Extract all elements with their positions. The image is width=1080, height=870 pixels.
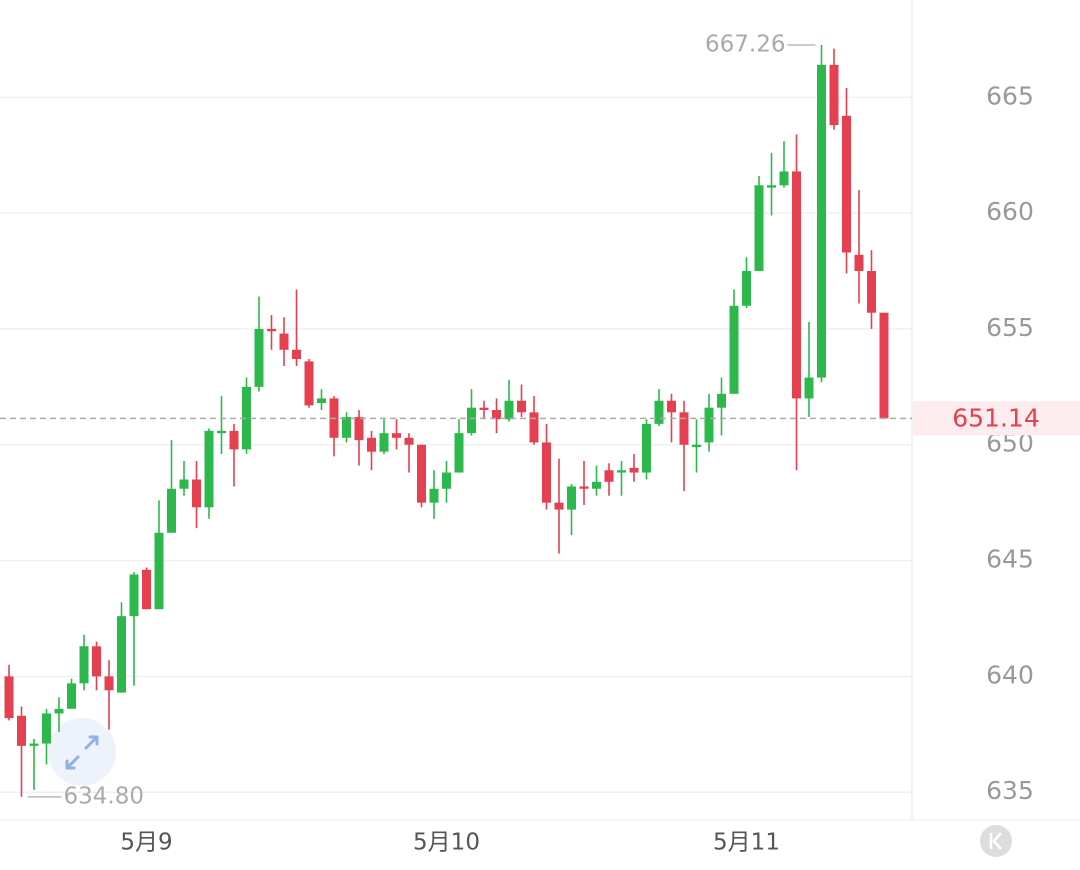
candle-body — [717, 393, 726, 408]
candle-body — [492, 410, 501, 420]
candle-body — [204, 430, 214, 508]
candle-body — [379, 433, 389, 452]
y-tick-label: 635 — [986, 776, 1034, 805]
candle-body — [554, 502, 564, 510]
candle-body — [629, 467, 639, 473]
high-marker-label: 667.26 — [705, 31, 785, 57]
candle-body — [479, 407, 489, 410]
candle-body — [54, 708, 64, 714]
candle-body — [217, 430, 226, 434]
candle-body — [542, 442, 551, 503]
candle-body — [692, 444, 701, 448]
last-price-label: 651.14 — [952, 403, 1039, 432]
collapse-circle[interactable] — [980, 825, 1012, 857]
candle-body — [404, 437, 414, 445]
y-tick-label: 655 — [986, 313, 1034, 342]
candle-body — [67, 683, 76, 709]
candle-body — [517, 400, 526, 413]
collapse-button[interactable] — [980, 825, 1012, 857]
candle-body — [779, 171, 789, 186]
candle-body — [792, 171, 801, 399]
candle-body — [129, 574, 139, 617]
expand-button[interactable] — [48, 718, 116, 786]
candle-body — [354, 416, 364, 441]
x-tick-label: 5月11 — [713, 830, 780, 856]
candle-body — [154, 532, 164, 610]
candle-body — [842, 115, 851, 253]
y-tick-label: 645 — [986, 545, 1034, 574]
candle-body — [742, 271, 751, 306]
candle-body — [392, 433, 401, 438]
y-tick-label: 640 — [986, 660, 1034, 689]
candle-body — [804, 377, 814, 399]
x-tick-label: 5月10 — [413, 830, 480, 856]
candle-body — [454, 433, 464, 473]
candle-body — [679, 412, 689, 445]
candle-body — [442, 472, 451, 489]
candle-body — [17, 715, 26, 746]
candle-body — [579, 486, 589, 489]
candle-body — [367, 437, 376, 452]
candle-body — [342, 416, 351, 438]
candle-body — [267, 328, 276, 332]
y-tick-label: 660 — [986, 197, 1034, 226]
y-tick-label: 665 — [986, 81, 1034, 110]
candle-body — [229, 430, 239, 450]
candle-body — [79, 646, 89, 684]
candle-body — [29, 743, 39, 746]
candle-body — [529, 412, 539, 443]
candle-body — [854, 254, 864, 272]
candle-body — [654, 400, 664, 424]
candle-body — [754, 185, 764, 272]
collapse-icon — [989, 832, 1002, 850]
candle-body — [117, 616, 126, 693]
candle-body — [104, 676, 114, 691]
candle-body — [167, 488, 176, 533]
candle-body — [92, 646, 101, 677]
candle-body — [4, 676, 14, 719]
last-price-box — [913, 401, 1080, 436]
candle-body — [417, 444, 426, 503]
candle-body — [567, 486, 576, 510]
candle-body — [667, 400, 676, 413]
x-tick-label: 5月9 — [120, 830, 172, 856]
candle-body — [829, 64, 839, 126]
expand-circle[interactable] — [48, 718, 116, 786]
candle-body — [867, 271, 876, 313]
candle-body — [254, 328, 264, 387]
candle-body — [729, 305, 739, 394]
candle-body — [279, 333, 289, 350]
candle-body — [304, 361, 314, 406]
candle-body — [192, 479, 201, 508]
candle-body — [704, 407, 714, 443]
low-marker-label: 634.80 — [64, 783, 144, 809]
candle-body — [592, 481, 601, 489]
expand-icon — [65, 735, 99, 770]
candle-body — [617, 470, 626, 473]
candle-body — [604, 470, 614, 482]
candle-body — [292, 349, 301, 360]
candle-body — [429, 488, 439, 503]
candle-body — [504, 400, 514, 420]
candle-body — [142, 569, 151, 610]
candle-body — [642, 423, 651, 473]
candle-body — [317, 398, 326, 404]
candle-body — [767, 185, 776, 188]
candle-body — [817, 64, 826, 378]
candle-body — [42, 713, 51, 744]
candle-body — [179, 479, 189, 489]
candle-body — [242, 386, 251, 450]
candle-body — [879, 312, 889, 419]
candle-body — [467, 407, 476, 434]
